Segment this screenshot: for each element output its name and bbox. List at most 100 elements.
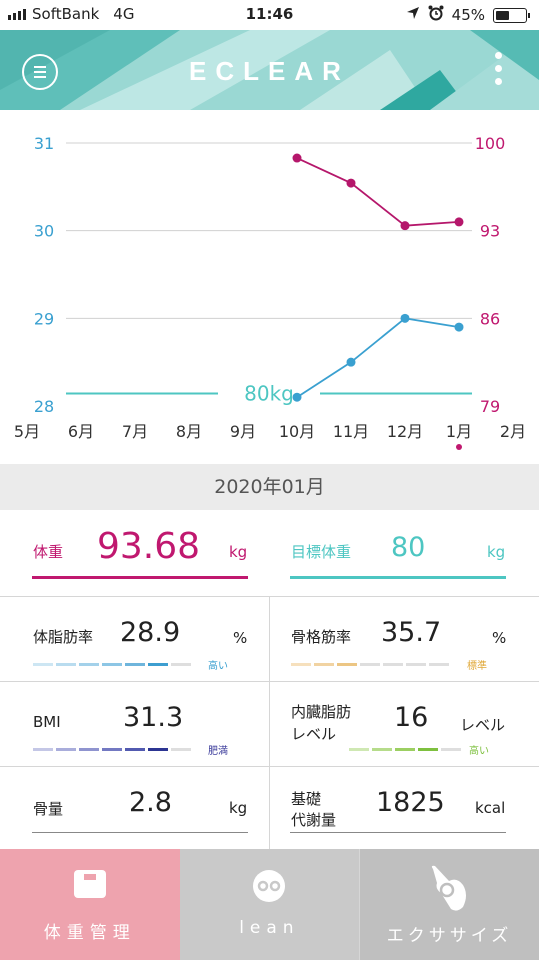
selected-month-indicator: [456, 444, 462, 450]
right-axis-tick: 93: [480, 222, 500, 241]
tab-label: 体重管理: [43, 923, 136, 943]
body-fat-level: 高い: [208, 661, 228, 672]
tab-label: lean: [239, 918, 300, 938]
skeletal-muscle-level-bar: [291, 663, 449, 666]
series-line: [296, 157, 460, 227]
visceral-fat-value: 16: [394, 702, 429, 733]
target-line-label: 80kg: [244, 381, 294, 405]
period-label: 2020年01月: [0, 464, 539, 510]
bmr-label-1: 基礎: [291, 790, 322, 808]
location-arrow-icon: [406, 6, 420, 24]
carrier: SoftBank: [32, 5, 100, 23]
body-fat-unit: %: [233, 629, 248, 647]
app-logo: ECLEAR: [189, 56, 350, 86]
x-axis-tick: 11月: [333, 422, 369, 441]
alarm-icon: [428, 5, 444, 25]
left-axis-tick: 29: [34, 309, 54, 328]
data-point: [292, 153, 302, 163]
bmr-value: 1825: [376, 787, 445, 818]
target-weight-value: 80: [391, 532, 426, 563]
header-background: [0, 30, 539, 110]
bmr-unit: kcal: [475, 799, 506, 817]
more-options-button[interactable]: [495, 52, 503, 92]
right-axis-tick: 100: [475, 134, 506, 153]
bone-mass-unit: kg: [229, 799, 248, 817]
scale-icon: [73, 869, 107, 903]
visceral-fat-level-bar: [349, 748, 461, 751]
weight-metric[interactable]: 体重 93.68 kg: [0, 510, 270, 595]
bottom-tab-bar: 体重管理 lean エクササイズ: [0, 849, 539, 960]
skeletal-muscle-label: 骨格筋率: [291, 628, 352, 646]
battery-percent: 45%: [451, 6, 485, 24]
column-divider: [269, 596, 270, 849]
bone-mass-value: 2.8: [129, 787, 172, 818]
bmi-metric[interactable]: BMI 31.3 肥満: [0, 682, 270, 766]
lean-icon: [252, 869, 286, 907]
body-fat-label: 体脂肪率: [33, 628, 94, 646]
x-axis-tick: 9月: [230, 422, 256, 441]
weight-label: 体重: [33, 543, 64, 561]
bmi-label: BMI: [33, 713, 61, 731]
status-bar: SoftBank 4G 11:46 45%: [0, 0, 539, 30]
data-point: [292, 392, 302, 402]
right-axis-tick: 79: [480, 397, 500, 416]
x-axis-tick: 8月: [176, 422, 202, 441]
exercise-hand-icon: [427, 863, 471, 919]
data-point: [400, 221, 410, 231]
visceral-fat-metric[interactable]: 内臓脂肪 レベル 16 レベル 高い: [270, 682, 539, 766]
skeletal-muscle-value: 35.7: [381, 617, 442, 648]
network-type: 4G: [113, 5, 135, 23]
tab-exercise[interactable]: エクササイズ: [359, 849, 539, 960]
weight-value: 93.68: [97, 526, 201, 567]
bmr-metric[interactable]: 基礎 代謝量 1825 kcal: [270, 767, 539, 849]
x-axis-tick: 7月: [122, 422, 148, 441]
app-header: ECLEAR: [0, 30, 539, 110]
body-fat-metric[interactable]: 体脂肪率 28.9 % 高い: [0, 597, 270, 681]
tab-weight-management[interactable]: 体重管理: [0, 849, 180, 960]
visceral-fat-label-1: 内臓脂肪: [291, 703, 352, 721]
clock: 11:46: [245, 5, 294, 23]
signal-icon: [8, 8, 26, 20]
weight-chart[interactable]: 31 30 29 28 100 93 86 79 80kg 5月 6月 7月 8月 9月 10月 11月 12月…: [0, 110, 539, 464]
body-fat-level-bar: [33, 663, 191, 666]
bone-mass-label: 骨量: [33, 800, 64, 818]
visceral-fat-unit: レベル: [460, 716, 506, 734]
body-fat-value: 28.9: [120, 617, 181, 648]
x-axis-tick: 10月: [279, 422, 315, 441]
weight-underline: [32, 576, 248, 579]
bmr-label-2: 代謝量: [291, 811, 337, 829]
x-axis-tick: 5月: [14, 422, 40, 441]
data-point: [454, 217, 464, 227]
chart-svg: 31 30 29 28 100 93 86 79 80kg 5月 6月 7月 8月 9月 10月 11月 12月…: [14, 134, 526, 450]
bmi-level-bar: [33, 748, 191, 751]
visceral-fat-label-2: レベル: [291, 725, 337, 743]
target-weight-unit: kg: [487, 543, 506, 561]
target-weight-label: 目標体重: [291, 543, 352, 561]
x-axis-tick: 1月: [446, 422, 472, 441]
left-axis-tick: 28: [34, 397, 54, 416]
data-point: [454, 322, 464, 332]
data-point: [346, 357, 356, 367]
bone-mass-underline: [32, 832, 248, 833]
skeletal-muscle-unit: %: [492, 629, 507, 647]
data-point: [346, 178, 356, 188]
target-weight-underline: [290, 576, 506, 579]
bmr-underline: [290, 832, 506, 833]
bone-mass-metric[interactable]: 骨量 2.8 kg: [0, 767, 270, 849]
skeletal-muscle-level: 標準: [467, 661, 487, 672]
weight-unit: kg: [229, 543, 248, 561]
x-axis-tick: 12月: [387, 422, 423, 441]
menu-button[interactable]: [22, 54, 58, 90]
tab-lean[interactable]: lean: [179, 849, 360, 960]
bmi-value: 31.3: [123, 702, 184, 733]
data-point: [400, 313, 410, 323]
visceral-fat-level: 高い: [469, 746, 489, 757]
tab-label: エクササイズ: [386, 926, 513, 946]
bmi-level: 肥満: [208, 746, 228, 757]
target-weight-metric[interactable]: 目標体重 80 kg: [270, 510, 539, 595]
left-axis-tick: 31: [34, 134, 54, 153]
skeletal-muscle-metric[interactable]: 骨格筋率 35.7 % 標準: [270, 597, 539, 681]
x-axis-tick: 2月: [500, 422, 526, 441]
x-axis-tick: 6月: [68, 422, 94, 441]
right-axis-tick: 86: [480, 309, 500, 328]
